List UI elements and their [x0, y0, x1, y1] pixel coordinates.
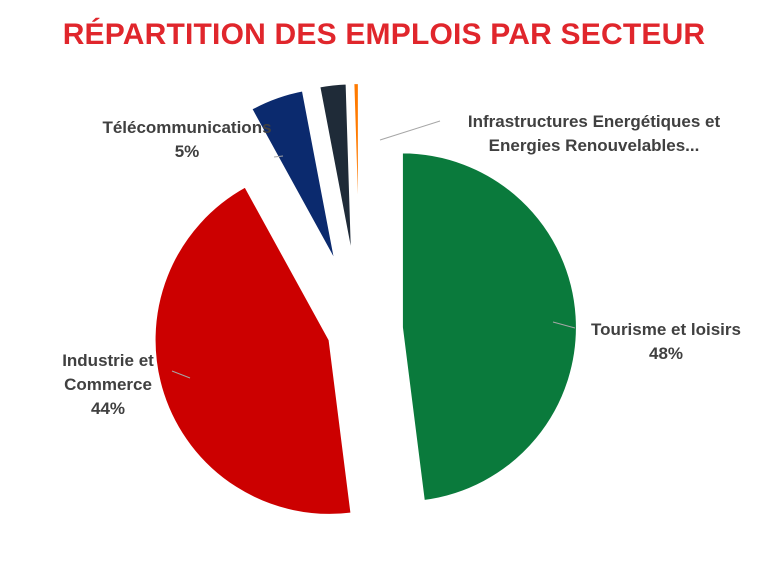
pie-slice-telecommunications — [249, 89, 337, 263]
leader-line — [273, 155, 284, 158]
pie-slice-unlabeled-3 — [318, 82, 354, 259]
slice-label: Infrastructures Energétiques et — [468, 112, 721, 131]
slice-label: Tourisme et loisirs — [591, 320, 741, 339]
slice-label: Télécommunications — [102, 118, 271, 137]
slice-label: Industrie et — [62, 351, 154, 370]
pie-slice-industrie-et-commerce — [153, 185, 353, 516]
leader-line — [379, 120, 441, 141]
pie-slice-infrastructures-energetiques-et-energies-renouvelables — [352, 82, 360, 259]
slice-percent-label: 48% — [649, 344, 683, 363]
leader-line — [171, 370, 191, 379]
slice-percent-label: 44% — [91, 399, 125, 418]
slice-label: Commerce — [64, 375, 152, 394]
slice-label: Energies Renouvelables... — [489, 136, 700, 155]
pie-slice-tourisme-et-loisirs — [400, 151, 578, 503]
chart-title: RÉPARTITION DES EMPLOIS PAR SECTEUR — [62, 18, 706, 51]
leader-line — [552, 321, 576, 329]
slice-percent-label: 5% — [175, 142, 200, 161]
